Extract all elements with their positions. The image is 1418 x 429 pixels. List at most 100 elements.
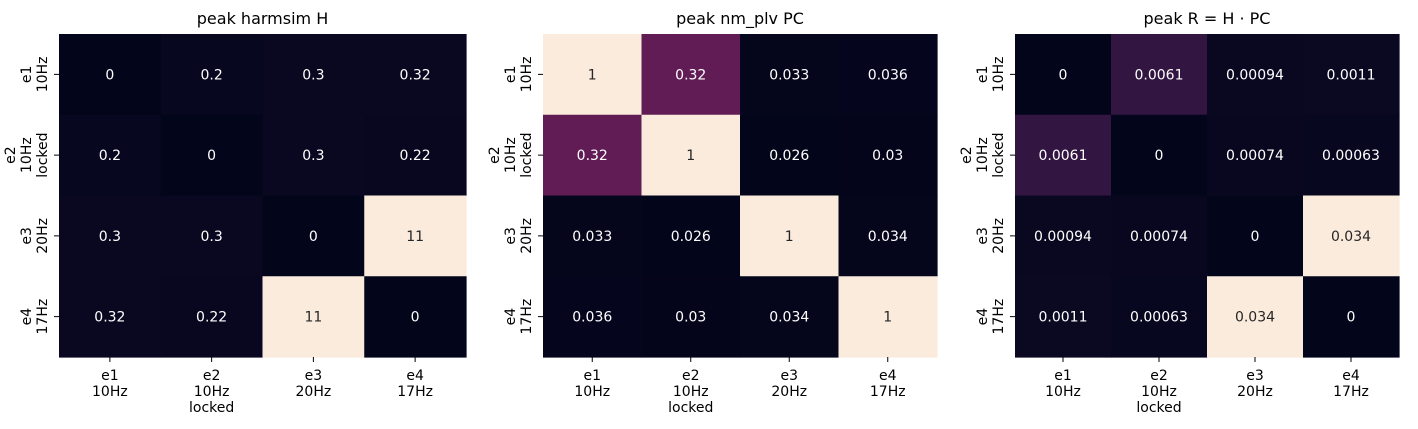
y-tick-label: e110Hz: [975, 57, 1007, 93]
heatmap-cell: [262, 34, 365, 116]
x-tick-label: e2 10Hz locked: [189, 368, 234, 416]
heatmap-panel-2: 1 0.32 0.033 0.036 0.32 1 0.026 0.03 0.033 0.026 1…: [487, 9, 938, 416]
cell-value-label: 0.22: [196, 310, 227, 326]
cell-value-label: 0: [207, 148, 216, 164]
x-tick-label: e4 17Hz: [397, 368, 433, 400]
x-tick-label: e3 20Hz: [296, 368, 332, 400]
cell-value-label: 0.3: [302, 148, 324, 164]
heatmap-cell: [1207, 34, 1304, 116]
cell-value-label: 0.00063: [1130, 310, 1188, 326]
cell-value-label: 0.2: [200, 67, 222, 83]
cell-value-label: 0: [309, 229, 318, 245]
cell-value-label: 1: [588, 67, 597, 83]
heatmap-cell: [1015, 34, 1112, 116]
cell-value-label: 0.00063: [1322, 148, 1380, 164]
heatmap-cell: [641, 195, 741, 277]
x-tick-label: e3 20Hz: [771, 368, 807, 400]
cell-value-label: 0.32: [675, 67, 706, 83]
heatmap-cell: [543, 114, 643, 197]
heatmap-cell: [1303, 276, 1400, 358]
x-tick-label: e2 10Hz locked: [1136, 368, 1181, 416]
y-tick-label: e110Hz: [19, 57, 51, 93]
y-tick-label: e417Hz: [503, 299, 535, 335]
heatmap-cell: [543, 34, 643, 116]
heatmap-cell: [59, 34, 162, 116]
heatmap-cell: [262, 195, 365, 277]
y-tick-label: e210Hzlocked: [487, 132, 535, 177]
heatmap-cell: [1303, 114, 1400, 197]
cell-value-label: 0.03: [675, 310, 706, 326]
y-tick-label: e110Hz: [503, 57, 535, 93]
cell-value-label: 1: [883, 310, 892, 326]
cell-value-label: 0.0011: [1327, 67, 1376, 83]
heatmap-cell: [262, 276, 365, 358]
cell-value-label: 0.0061: [1039, 148, 1088, 164]
cell-value-label: 0.034: [1235, 310, 1275, 326]
heatmap-cell: [364, 195, 467, 277]
x-tick-label: e1 10Hz: [1045, 368, 1081, 400]
y-tick-label: e320Hz: [19, 218, 51, 254]
cell-value-label: 0.036: [868, 67, 908, 83]
cell-value-label: 0.22: [400, 148, 431, 164]
y-tick-label: e320Hz: [975, 218, 1007, 254]
heatmap-cell: [364, 114, 467, 197]
y-tick-label: e210Hzlocked: [3, 132, 51, 177]
chart-title: peak harmsim H: [197, 9, 328, 28]
heatmap-panel-1: 0 0.2 0.3 0.32 0.2 0 0.3 0.22 0.3 0.3 0 11 0.32 0.22 1…: [3, 9, 467, 416]
cell-value-label: 0.00094: [1034, 229, 1092, 245]
chart-title: peak nm_plv PC: [676, 9, 804, 29]
heatmap-cell: [262, 114, 365, 197]
heatmap-cell: [1207, 114, 1304, 197]
heatmap-cell: [1111, 276, 1208, 358]
heatmap-cell: [641, 114, 741, 197]
heatmap-cell: [1303, 195, 1400, 277]
heatmap-cell: [543, 195, 643, 277]
y-tick-label: e320Hz: [503, 218, 535, 254]
cell-value-label: 0.033: [572, 229, 612, 245]
heatmap-cell: [1303, 34, 1400, 116]
cell-value-label: 0.034: [1331, 229, 1371, 245]
cell-value-label: 0: [1347, 310, 1356, 326]
heatmap-cell: [1015, 276, 1112, 358]
cell-value-label: 1: [686, 148, 695, 164]
heatmap-cell: [1111, 195, 1208, 277]
cell-value-label: 0.0011: [1039, 310, 1088, 326]
heatmap-cell: [59, 195, 162, 277]
heatmap-cell: [1015, 114, 1112, 197]
heatmap-cell: [1207, 195, 1304, 277]
cell-value-label: 0.32: [94, 310, 125, 326]
x-tick-label: e4 17Hz: [1333, 368, 1369, 400]
heatmap-cell: [838, 276, 938, 358]
cell-value-label: 0.026: [671, 229, 711, 245]
cell-value-label: 0: [1155, 148, 1164, 164]
heatmap-cell: [1111, 34, 1208, 116]
heatmap-cell: [1111, 114, 1208, 197]
cell-value-label: 0.00074: [1226, 148, 1284, 164]
cell-value-label: 0.32: [577, 148, 608, 164]
cell-value-label: 0.32: [400, 67, 431, 83]
cell-value-label: 0.3: [302, 67, 324, 83]
cell-value-label: 0: [1059, 67, 1068, 83]
cell-value-label: 0.034: [769, 310, 809, 326]
y-tick-label: e210Hzlocked: [959, 132, 1007, 177]
y-tick-label: e417Hz: [19, 299, 51, 335]
heatmap-cell: [59, 276, 162, 358]
cell-value-label: 1: [785, 229, 794, 245]
chart-title: peak R = H · PC: [1144, 9, 1271, 28]
cell-value-label: 0: [411, 310, 420, 326]
x-tick-label: e1 10Hz: [574, 368, 610, 400]
heatmap-cell: [1015, 195, 1112, 277]
cell-value-label: 0.3: [99, 229, 121, 245]
x-tick-label: e3 20Hz: [1237, 368, 1273, 400]
heatmap-cell: [641, 34, 741, 116]
cell-value-label: 11: [406, 229, 424, 245]
heatmap-cell: [838, 114, 938, 197]
heatmap-cell: [160, 114, 264, 197]
cell-value-label: 0.03: [872, 148, 903, 164]
cell-value-label: 0.026: [769, 148, 809, 164]
heatmap-cell: [838, 34, 938, 116]
cell-value-label: 11: [304, 310, 322, 326]
cell-value-label: 0.0061: [1135, 67, 1184, 83]
cell-value-label: 0.00074: [1130, 229, 1188, 245]
